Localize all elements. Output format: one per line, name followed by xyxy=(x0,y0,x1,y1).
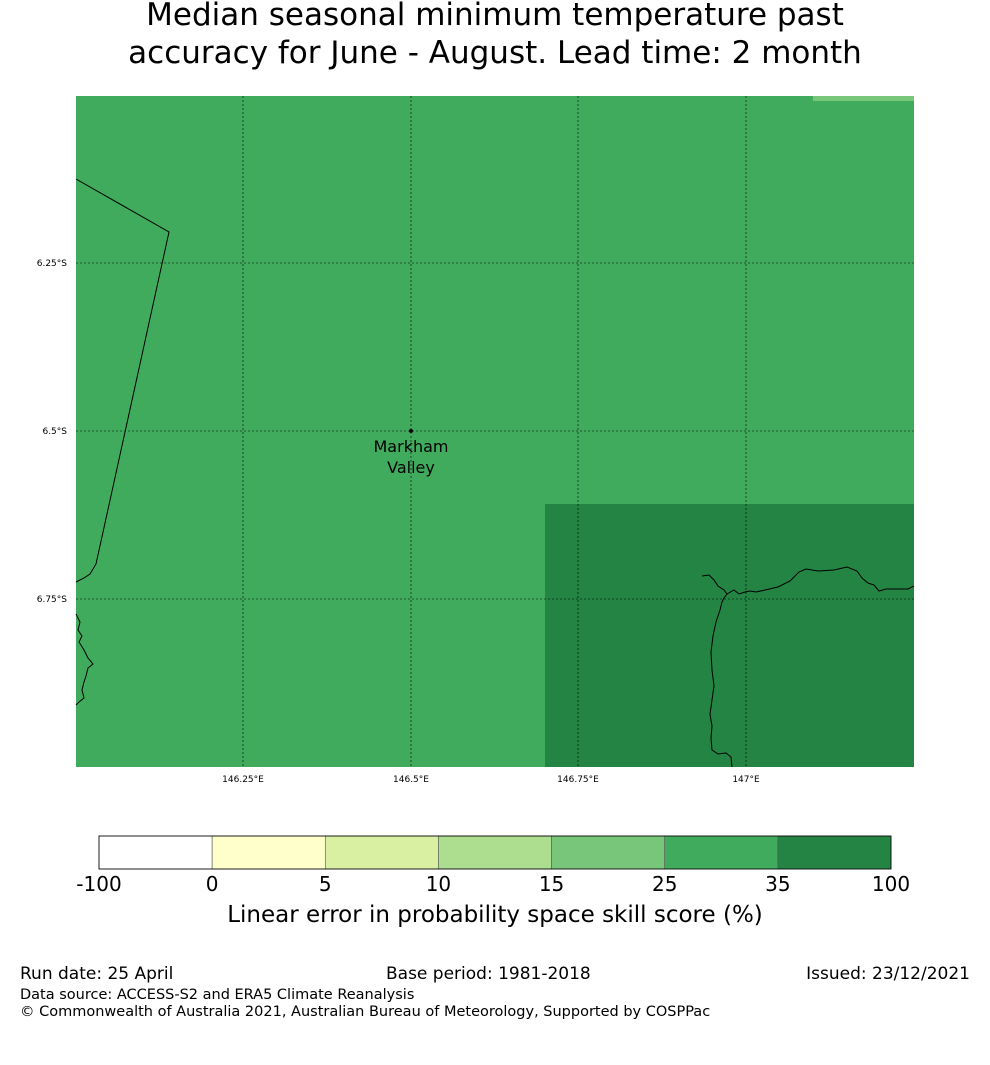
coastline-east xyxy=(701,574,733,768)
colorbar-tick-label: -100 xyxy=(76,872,122,896)
issued-date: Issued: 23/12/2021 xyxy=(806,964,970,984)
colorbar-tick-label: 5 xyxy=(318,872,332,896)
place-label-line-1: Markham xyxy=(374,437,449,456)
map-title-line-2: accuracy for June - August. Lead time: 2… xyxy=(128,35,862,71)
lon-label-146-75: 146.75°E xyxy=(557,775,599,785)
lon-label-146-25: 146.25°E xyxy=(222,775,264,785)
coastline-huon xyxy=(726,566,915,595)
map-title: Median seasonal minimum temperature past… xyxy=(0,0,990,72)
place-label-line-2: Valley xyxy=(387,458,435,477)
colorbar-tick-label: 25 xyxy=(651,872,678,896)
lon-label-146-5: 146.5°E xyxy=(393,775,429,785)
coastline-west xyxy=(75,613,94,706)
run-date: Run date: 25 April xyxy=(20,964,174,984)
map-panel: Markham Valley 6.25°S 6.5°S 6.75°S 146.2… xyxy=(37,96,915,785)
base-period: Base period: 1981-2018 xyxy=(386,964,591,984)
colorbar-border xyxy=(98,835,892,870)
colorbar xyxy=(98,835,892,870)
colorbar-title: Linear error in probability space skill … xyxy=(227,902,763,928)
lat-label-6-75: 6.75°S xyxy=(37,595,68,605)
lon-label-147: 147°E xyxy=(732,775,760,785)
markham-valley-marker xyxy=(409,429,413,433)
map-title-line-1: Median seasonal minimum temperature past xyxy=(146,0,844,33)
colorbar-segment xyxy=(438,835,552,870)
colorbar-tick-label: 0 xyxy=(205,872,219,896)
colorbar-segment xyxy=(211,835,326,870)
colorbar-segment xyxy=(98,835,213,870)
copyright: © Commonwealth of Australia 2021, Austra… xyxy=(20,1004,711,1020)
colorbar-segment xyxy=(777,835,892,870)
skill-region-high xyxy=(545,504,914,767)
lat-label-6-5: 6.5°S xyxy=(42,427,67,437)
data-source: Data source: ACCESS-S2 and ERA5 Climate … xyxy=(20,987,415,1003)
boundaries xyxy=(75,178,915,768)
skill-region-light xyxy=(813,96,914,101)
colorbar-segment xyxy=(664,835,779,870)
colorbar-tick-label: 100 xyxy=(871,872,911,896)
colorbar-segment xyxy=(324,835,439,870)
colorbar-tick-label: 10 xyxy=(425,872,452,896)
colorbar-tick-label: 15 xyxy=(538,872,565,896)
colorbar-segment xyxy=(551,835,666,870)
province-boundary xyxy=(75,178,170,583)
lat-label-6-25: 6.25°S xyxy=(37,259,68,269)
colorbar-tick-label: 35 xyxy=(765,872,791,896)
